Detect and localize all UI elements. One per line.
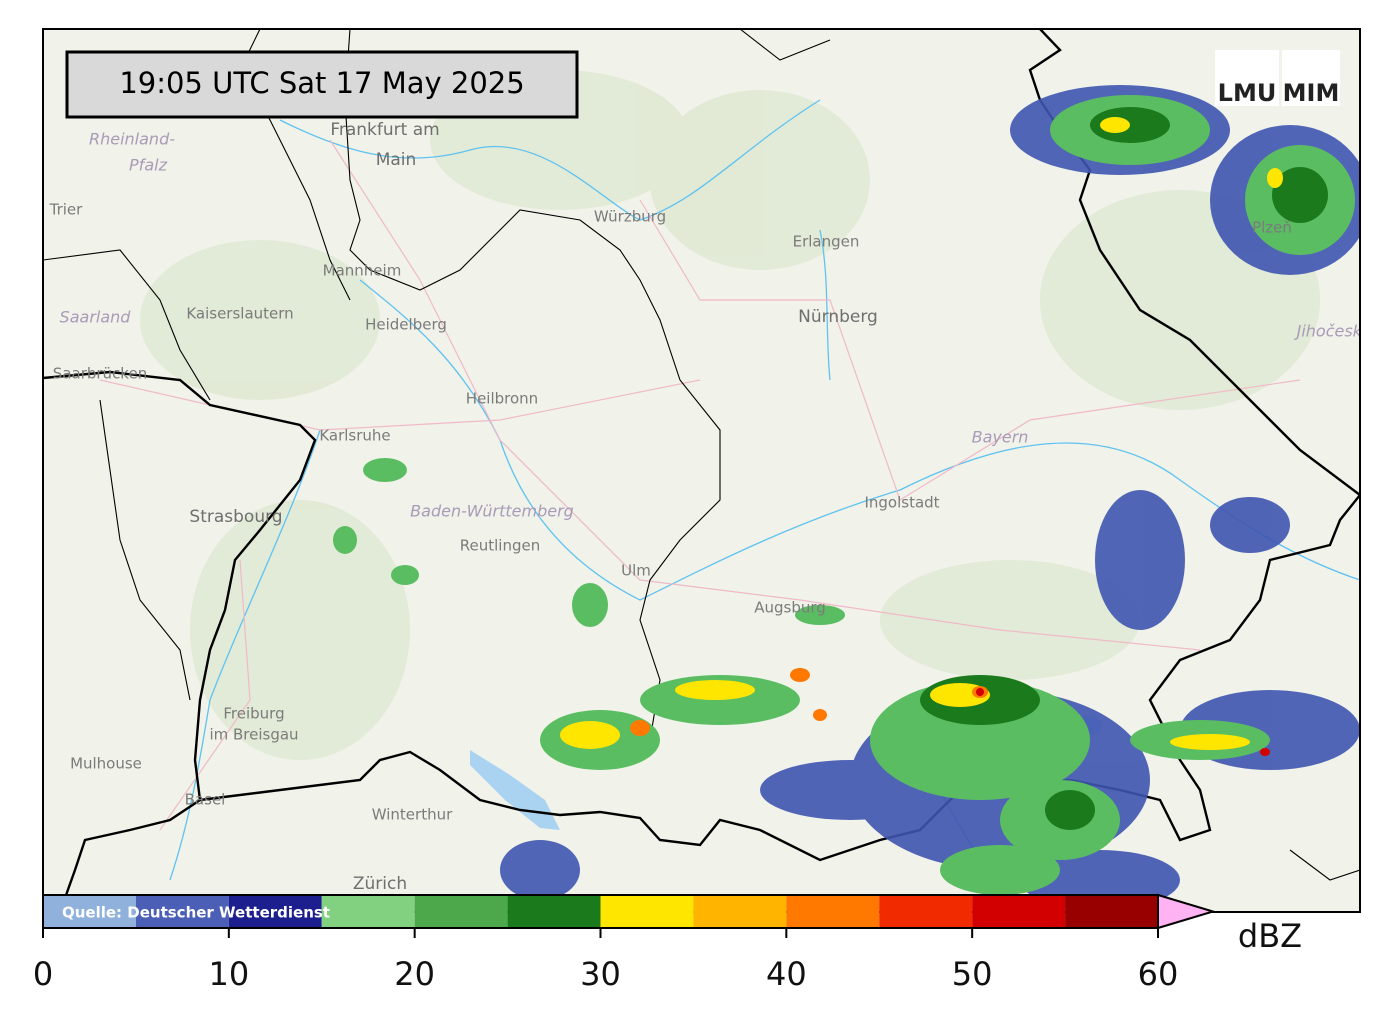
colorbar-tick-label: 20 — [394, 955, 435, 993]
place-label: Augsburg — [754, 599, 826, 617]
logo-text: MIM — [1283, 79, 1340, 107]
colorbar-bin — [507, 895, 601, 928]
place-label: Kaiserslautern — [186, 305, 293, 323]
place-label: im Breisgau — [209, 726, 298, 744]
place-label: Reutlingen — [460, 537, 540, 555]
logo-box — [1215, 50, 1279, 106]
map: Frankfurt am Main Würzburg Erlangen Nürnberg… — [43, 29, 1372, 912]
colorbar-tick-label: 30 — [580, 955, 621, 993]
colorbar-bin — [786, 895, 880, 928]
place-label: Mulhouse — [70, 755, 142, 773]
colorbar-bin — [693, 895, 787, 928]
place-label: Saarland — [60, 308, 132, 327]
place-label: Würzburg — [594, 208, 666, 226]
colorbar-bin — [879, 895, 973, 928]
timestamp-frame — [65, 50, 579, 119]
place-label: Rheinland- — [89, 130, 175, 149]
colorbar-bin — [414, 895, 508, 928]
place-label: Frankfurt am — [330, 120, 439, 140]
place-label: Strasbourg — [189, 507, 282, 527]
place-label: Plzeň — [1252, 219, 1292, 237]
place-label: Ingolstadt — [864, 494, 939, 512]
timestamp: 19:05 UTC Sat 17 May 2025 — [119, 66, 524, 100]
colorbar: 0 10 20 30 40 50 60 — [33, 893, 1217, 993]
colorbar-tick-label: 10 — [208, 955, 249, 993]
place-label: Main — [376, 150, 417, 170]
colorbar-bin — [600, 895, 694, 928]
colorbar-bin — [1065, 895, 1158, 928]
place-label: Jihočeský — [1294, 322, 1372, 341]
colorbar-tick-label: 50 — [952, 955, 993, 993]
logo-box — [1282, 50, 1340, 106]
colorbar-bin — [135, 895, 229, 928]
place-label: Winterthur — [372, 806, 453, 824]
place-label: Heidelberg — [365, 316, 447, 334]
place-label: Trier — [49, 201, 84, 219]
colorbar-unit: dBZ — [1238, 917, 1302, 955]
colorbar-tick-label: 40 — [766, 955, 807, 993]
logo: LMU MIM — [1215, 50, 1340, 107]
colorbar-tick-label: 0 — [33, 955, 53, 993]
colorbar-bin — [972, 895, 1066, 928]
colorbar-bin — [228, 895, 322, 928]
logo-text: LMU — [1218, 79, 1277, 107]
place-labels: Frankfurt am Main Würzburg Erlangen Nürnberg… — [49, 120, 1372, 894]
colorbar-bin — [321, 895, 415, 928]
colorbar-tick-label: 60 — [1138, 955, 1179, 993]
place-label: Erlangen — [793, 233, 860, 251]
place-label: Mannheim — [323, 262, 402, 280]
place-label: Saarbrücken — [53, 365, 147, 383]
place-label: Freiburg — [223, 705, 284, 723]
place-label: Bayern — [972, 428, 1029, 447]
place-label: Baden-Württemberg — [410, 502, 574, 521]
source-credit: Quelle: Deutscher Wetterdienst — [62, 904, 330, 922]
place-label: Zürich — [353, 874, 407, 894]
colorbar-bin — [43, 895, 136, 928]
place-label: Heilbronn — [466, 390, 538, 408]
place-label: Karlsruhe — [319, 427, 390, 445]
place-label: Basel — [185, 791, 226, 809]
place-label: Pfalz — [129, 156, 168, 175]
place-label: Ulm — [621, 562, 651, 580]
place-label: Nürnberg — [798, 307, 878, 327]
radar-echoes — [333, 85, 1360, 910]
timestamp-box: 19:05 UTC Sat 17 May 2025 — [65, 50, 579, 119]
